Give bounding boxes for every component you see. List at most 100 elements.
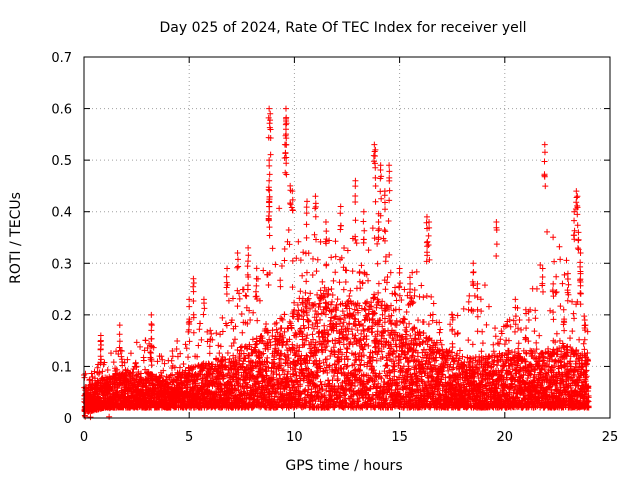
- data-point: [332, 253, 339, 260]
- data-point: [356, 321, 363, 328]
- data-point: [147, 349, 154, 356]
- data-point: [468, 306, 475, 313]
- data-point: [273, 326, 280, 333]
- data-point: [253, 265, 260, 272]
- data-point: [161, 360, 168, 367]
- data-point: [326, 237, 333, 244]
- data-point: [428, 293, 435, 300]
- data-point: [285, 227, 292, 234]
- data-point: [158, 372, 165, 379]
- data-point: [104, 366, 111, 373]
- data-point: [436, 329, 443, 336]
- data-point: [430, 300, 437, 307]
- data-point: [247, 317, 254, 324]
- data-point: [334, 376, 341, 383]
- data-point: [213, 330, 220, 337]
- data-point: [86, 377, 93, 384]
- data-point: [319, 278, 326, 285]
- data-point: [384, 357, 391, 364]
- data-point: [344, 362, 351, 369]
- data-point: [281, 257, 288, 264]
- data-point: [423, 293, 430, 300]
- data-point: [127, 350, 134, 357]
- data-point: [329, 337, 336, 344]
- data-point: [312, 308, 319, 315]
- data-point: [403, 308, 410, 315]
- data-point: [334, 296, 341, 303]
- data-point: [234, 303, 241, 310]
- data-point: [219, 328, 226, 335]
- data-point: [277, 277, 284, 284]
- data-point: [243, 293, 250, 300]
- data-point: [197, 320, 204, 327]
- data-point: [81, 374, 88, 381]
- data-point: [328, 285, 335, 292]
- data-point: [374, 240, 381, 247]
- data-point: [469, 341, 476, 348]
- data-point: [309, 272, 316, 279]
- x-axis-label: GPS time / hours: [285, 458, 402, 474]
- data-point: [186, 338, 193, 345]
- data-point: [342, 279, 349, 286]
- data-point: [236, 295, 243, 302]
- data-point: [96, 369, 103, 376]
- data-point: [418, 282, 425, 289]
- data-point: [195, 342, 202, 349]
- data-point: [353, 240, 360, 247]
- data-point: [231, 336, 238, 343]
- data-point: [387, 269, 394, 276]
- data-point: [387, 317, 394, 324]
- data-point: [445, 367, 452, 374]
- data-point: [309, 331, 316, 338]
- data-point: [272, 261, 279, 268]
- data-point: [328, 314, 335, 321]
- data-point: [117, 347, 124, 354]
- data-point: [304, 332, 311, 339]
- data-point: [216, 350, 223, 357]
- data-point: [239, 329, 246, 336]
- data-point: [374, 260, 381, 267]
- data-point: [295, 316, 302, 323]
- data-point: [118, 380, 125, 387]
- data-point: [133, 339, 140, 346]
- data-point: [295, 307, 302, 314]
- data-point: [278, 325, 285, 332]
- data-point: [316, 300, 323, 307]
- data-point: [420, 294, 427, 301]
- data-point: [108, 350, 115, 357]
- data-point: [217, 331, 224, 338]
- data-point: [303, 269, 310, 276]
- data-point: [351, 321, 358, 328]
- data-point: [281, 311, 288, 318]
- data-point: [447, 321, 454, 328]
- data-point: [183, 345, 190, 352]
- data-point: [328, 254, 335, 261]
- data-point: [416, 293, 423, 300]
- data-points: [81, 105, 592, 421]
- data-point: [219, 314, 226, 321]
- data-point: [311, 231, 318, 238]
- data-point: [288, 325, 295, 332]
- data-point: [367, 303, 374, 310]
- data-point: [144, 345, 151, 352]
- data-point: [392, 291, 399, 298]
- data-point: [300, 249, 307, 256]
- data-point: [276, 205, 283, 212]
- data-point: [82, 370, 89, 377]
- data-point: [242, 292, 249, 299]
- data-point: [281, 246, 288, 253]
- data-point: [307, 290, 314, 297]
- data-point: [370, 311, 377, 318]
- data-point: [278, 262, 285, 269]
- data-point: [154, 358, 161, 365]
- data-point: [406, 320, 413, 327]
- data-point: [142, 337, 149, 344]
- data-point: [365, 277, 372, 284]
- data-point: [94, 364, 101, 371]
- data-point: [224, 349, 231, 356]
- data-point: [132, 359, 139, 366]
- data-point: [471, 292, 478, 299]
- data-point: [336, 279, 343, 286]
- data-point: [299, 272, 306, 279]
- data-point: [325, 330, 332, 337]
